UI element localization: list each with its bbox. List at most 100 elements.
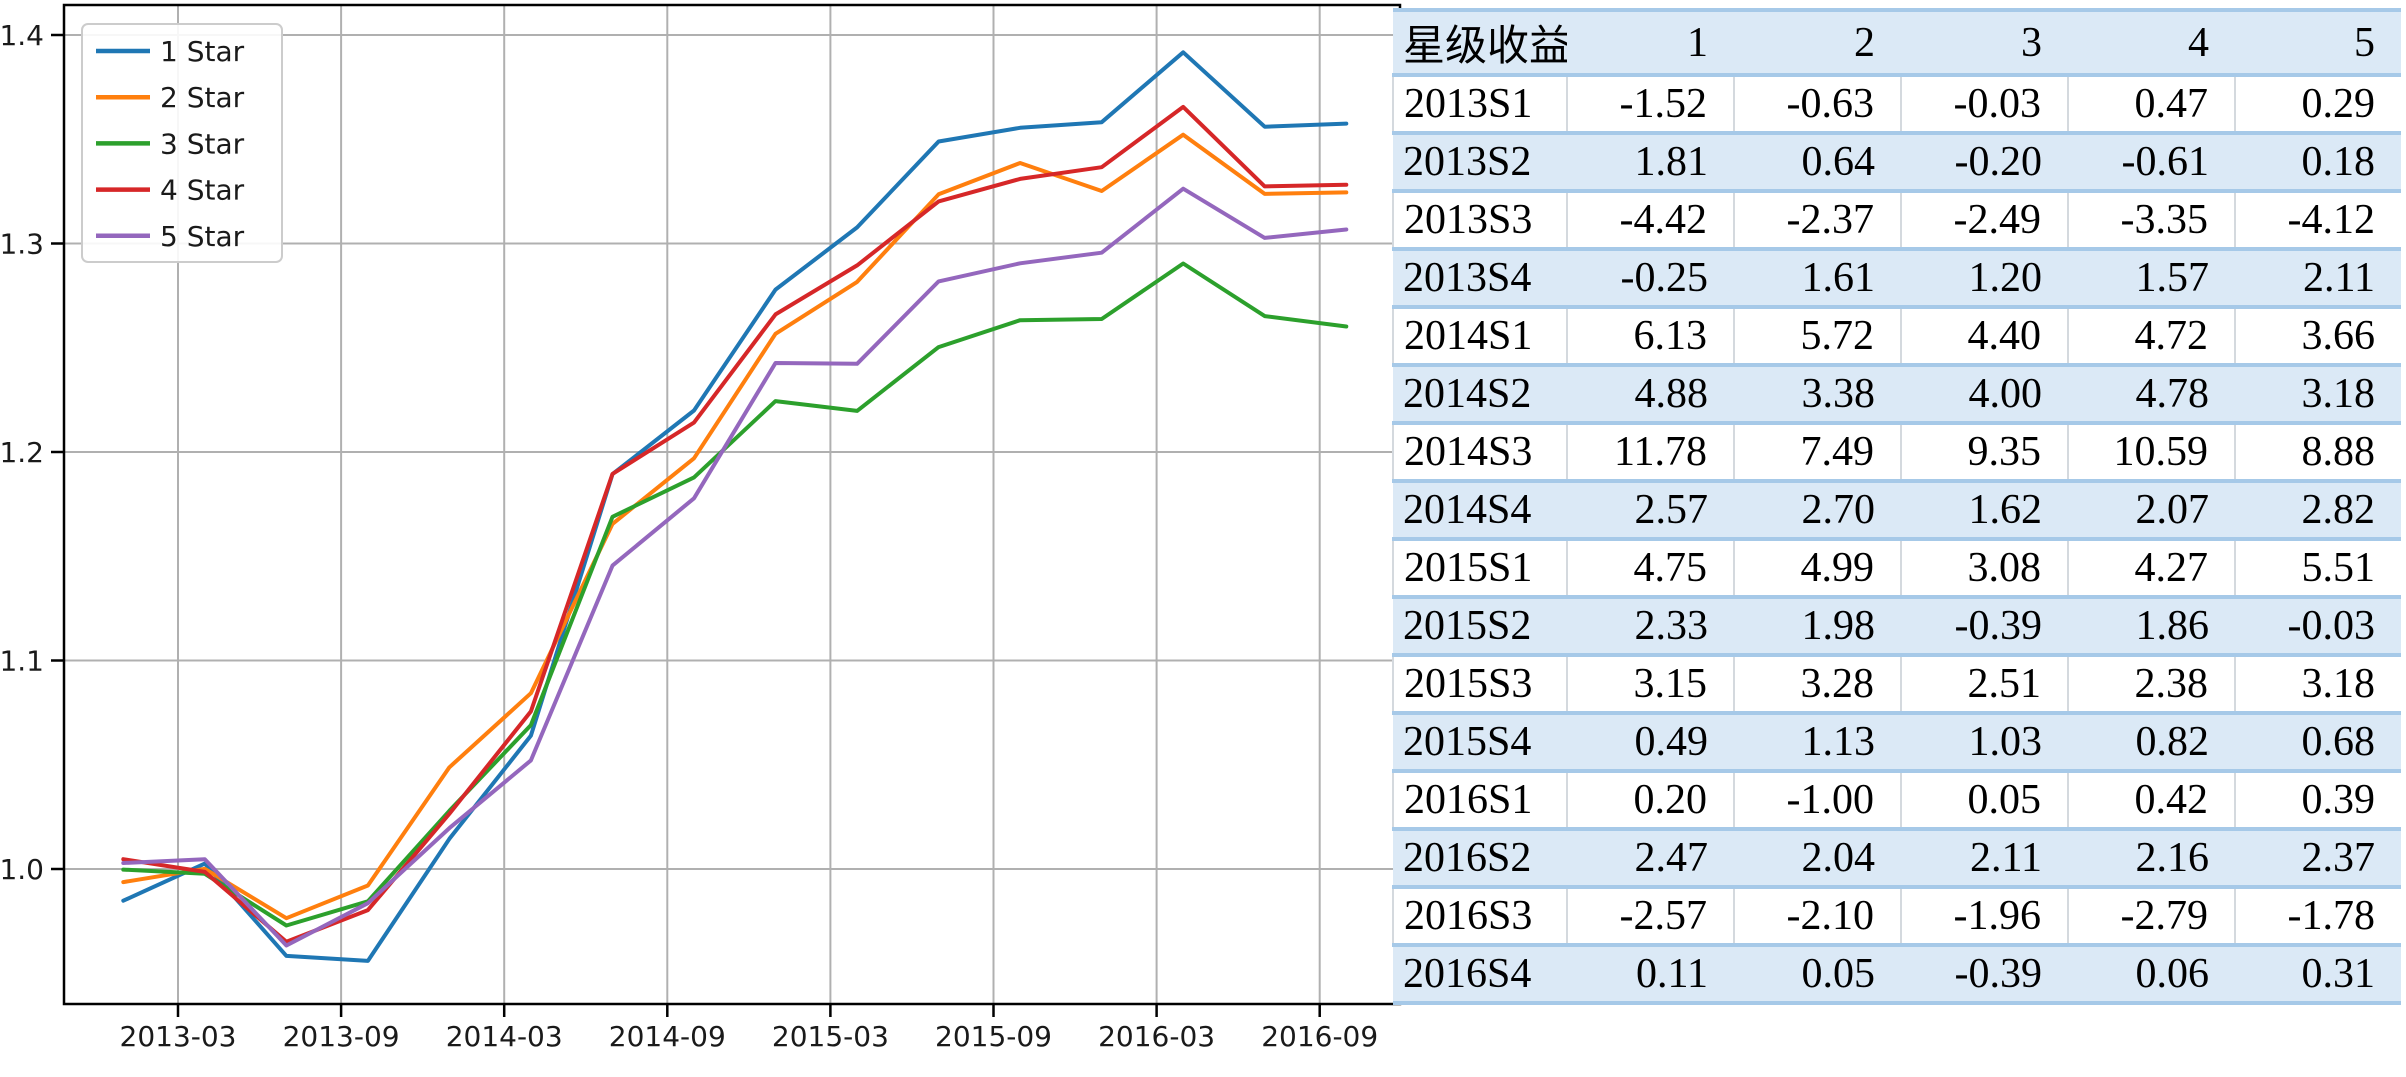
value-cell: -1.52 (1566, 75, 1734, 133)
column-header-5: 5 (2354, 19, 2375, 66)
star-returns-table-wrap: 星级收益 1 2 3 4 5 2013S1 -1.52 -0.63 -0.03 0.47… (1392, 8, 2401, 1005)
value-cell: 3.66 (2234, 307, 2401, 365)
period-cell: 2016S1 (1392, 771, 1567, 829)
x-tick-label: 2014-03 (446, 1020, 563, 1053)
axes-frame (62, 3, 1402, 1006)
y-tick-label: 1.4 (0, 19, 44, 52)
value-cell: 2.07 (2135, 487, 2210, 533)
y-tick-label: 1.2 (0, 436, 44, 469)
table-row-2015S1: 2015S1 4.75 4.99 3.08 4.27 5.51 (1392, 539, 2401, 597)
period-cell: 2014S2 (1403, 371, 1532, 417)
series-line-2-star (121, 132, 1349, 921)
value-cell: 1.61 (1801, 255, 1876, 301)
value-cell: 0.49 (1634, 719, 1709, 765)
period-cell: 2014S1 (1392, 307, 1567, 365)
series-line-3-star (121, 261, 1349, 928)
y-tick-label: 1.0 (0, 853, 44, 886)
value-cell: 1.03 (1968, 719, 2043, 765)
value-cell: 3.28 (1733, 655, 1901, 713)
value-cell: 5.72 (1733, 307, 1901, 365)
value-cell: 8.88 (2234, 423, 2401, 481)
value-cell: 1.86 (2135, 603, 2210, 649)
value-cell: 0.06 (2135, 951, 2210, 997)
value-cell: 1.98 (1801, 603, 1876, 649)
value-cell: 1.13 (1801, 719, 1876, 765)
value-cell: 2.57 (1634, 487, 1709, 533)
value-cell: 2.04 (1801, 835, 1876, 881)
period-cell: 2013S2 (1403, 139, 1532, 185)
value-cell: 0.47 (2067, 75, 2235, 133)
value-cell: 4.72 (2067, 307, 2235, 365)
value-cell: 0.18 (2301, 139, 2376, 185)
table-row-2013S4: 2013S4 -0.25 1.61 1.20 1.57 2.11 (1393, 249, 2401, 307)
value-cell: 4.88 (1634, 371, 1709, 417)
value-cell: 0.05 (1801, 951, 1876, 997)
table-row-2015S3: 2015S3 3.15 3.28 2.51 2.38 3.18 (1392, 655, 2401, 713)
table-row-2013S3: 2013S3 -4.42 -2.37 -2.49 -3.35 -4.12 (1392, 191, 2401, 249)
table-row-2014S1: 2014S1 6.13 5.72 4.40 4.72 3.66 (1392, 307, 2401, 365)
value-cell: 3.18 (2234, 655, 2401, 713)
value-cell: 2.16 (2135, 835, 2210, 881)
period-cell: 2015S3 (1392, 655, 1567, 713)
value-cell: 0.31 (2301, 951, 2376, 997)
table-header-row: 星级收益 1 2 3 4 5 (1393, 10, 2401, 75)
y-tick-label: 1.3 (0, 228, 44, 261)
value-cell: 6.13 (1566, 307, 1734, 365)
value-cell: -0.61 (2121, 139, 2210, 185)
value-cell: 7.49 (1733, 423, 1901, 481)
series-line-4-star (121, 104, 1349, 944)
series-line-1-star (121, 50, 1349, 963)
value-cell: 2.51 (1900, 655, 2068, 713)
y-tick-label: 1.1 (0, 645, 44, 678)
value-cell: 11.78 (1566, 423, 1734, 481)
value-cell: 1.62 (1968, 487, 2043, 533)
value-cell: -1.78 (2234, 887, 2401, 945)
value-cell: -0.03 (1900, 75, 2068, 133)
table-row-2014S2: 2014S2 4.88 3.38 4.00 4.78 3.18 (1393, 365, 2401, 423)
legend-label: 1 Star (160, 35, 245, 68)
period-cell: 2013S3 (1392, 191, 1567, 249)
table-row-2016S3: 2016S3 -2.57 -2.10 -1.96 -2.79 -1.78 (1392, 887, 2401, 945)
table-row-2016S2: 2016S2 2.47 2.04 2.11 2.16 2.37 (1393, 829, 2401, 887)
period-cell: 2015S1 (1392, 539, 1567, 597)
value-cell: 4.00 (1968, 371, 2043, 417)
legend-label: 4 Star (160, 174, 245, 207)
value-cell: 0.11 (1636, 951, 1708, 997)
value-cell: 1.57 (2135, 255, 2210, 301)
value-cell: -0.39 (1954, 603, 2043, 649)
value-cell: 2.82 (2301, 487, 2376, 533)
value-cell: -4.42 (1566, 191, 1734, 249)
value-cell: 5.51 (2234, 539, 2401, 597)
value-cell: 2.70 (1801, 487, 1876, 533)
value-cell: -2.37 (1733, 191, 1901, 249)
value-cell: 0.64 (1801, 139, 1876, 185)
series-line-5-star (121, 186, 1349, 948)
table-row-2013S2: 2013S2 1.81 0.64 -0.20 -0.61 0.18 (1393, 133, 2401, 191)
column-header-3: 3 (2021, 19, 2042, 66)
period-cell: 2015S2 (1403, 603, 1532, 649)
value-cell: 4.99 (1733, 539, 1901, 597)
value-cell: 2.33 (1634, 603, 1709, 649)
value-cell: 0.82 (2135, 719, 2210, 765)
table-row-2016S1: 2016S1 0.20 -1.00 0.05 0.42 0.39 (1392, 771, 2401, 829)
x-tick-label: 2015-03 (772, 1020, 889, 1053)
value-cell: 3.38 (1801, 371, 1876, 417)
x-tick-label: 2014-09 (609, 1020, 726, 1053)
period-cell: 2014S3 (1392, 423, 1567, 481)
column-header-1: 1 (1687, 19, 1708, 66)
period-cell: 2013S1 (1392, 75, 1567, 133)
value-cell: -1.00 (1733, 771, 1901, 829)
period-cell: 2013S4 (1403, 255, 1532, 301)
value-cell: 3.18 (2301, 371, 2376, 417)
legend-label: 5 Star (160, 220, 245, 253)
value-cell: 3.15 (1566, 655, 1734, 713)
star-returns-table: 星级收益 1 2 3 4 5 2013S1 -1.52 -0.63 -0.03 0.47… (1392, 8, 2401, 1005)
period-cell: 2016S4 (1403, 951, 1532, 997)
x-tick-label: 2013-03 (120, 1020, 237, 1053)
value-cell: -0.20 (1954, 139, 2043, 185)
value-cell: -1.96 (1900, 887, 2068, 945)
value-cell: 4.27 (2067, 539, 2235, 597)
value-cell: 4.75 (1566, 539, 1734, 597)
value-cell: -0.25 (1620, 255, 1709, 301)
period-cell: 2014S4 (1403, 487, 1532, 533)
